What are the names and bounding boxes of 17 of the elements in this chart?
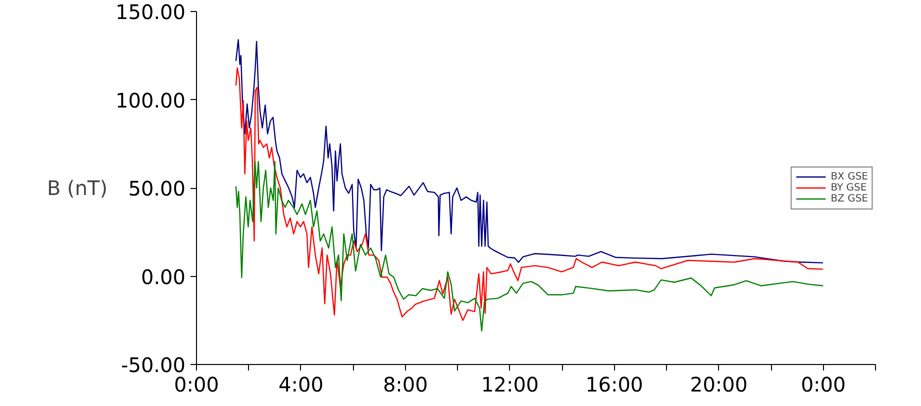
x-tick-label: 4:00: [278, 372, 324, 396]
line-series: [235, 67, 824, 321]
y-tick-label: 100.00: [116, 88, 186, 112]
x-tick-label: 20:00: [690, 372, 748, 396]
line-series: [235, 160, 824, 332]
legend-label: BZ GSE: [830, 193, 868, 204]
legend-label: BX GSE: [830, 171, 868, 182]
legend-label: BY GSE: [830, 182, 867, 193]
x-tick-label: 12:00: [481, 372, 539, 396]
x-tick-label: 0:00: [800, 372, 846, 396]
y-tick-label: 150.00: [116, 0, 186, 24]
y-tick-label: 0.00: [140, 264, 186, 289]
x-tick-label: 8:00: [382, 372, 428, 396]
x-tick-label: 16:00: [586, 372, 644, 396]
y-axis-title: B (nT): [46, 176, 108, 200]
line-series: [235, 39, 824, 264]
y-tick-label: 50.00: [128, 176, 186, 200]
